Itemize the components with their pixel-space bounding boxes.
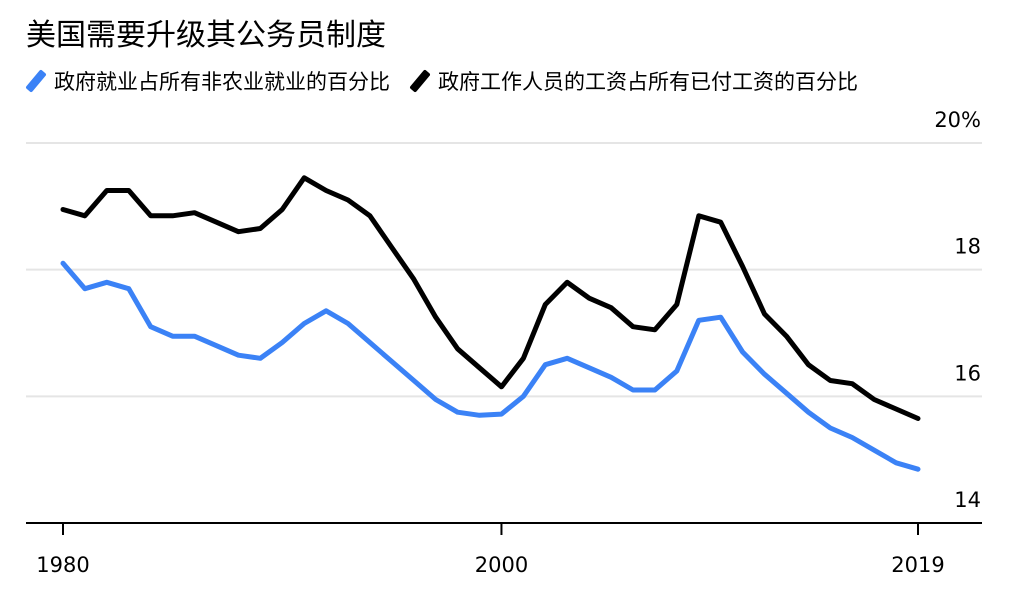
y-tick-label-18: 18: [954, 235, 981, 259]
x-tick-label-2000: 2000: [475, 553, 528, 577]
y-tick-label-14: 14: [954, 488, 981, 512]
y-tick-label-16: 16: [954, 361, 981, 385]
chart-title: 美国需要升级其公务员制度: [26, 18, 386, 53]
legend-label-government-payroll: 政府工作人员的工资占所有已付工资的百分比: [438, 70, 858, 94]
y-tick-label-20: 20%: [934, 108, 981, 132]
legend: 政府就业占所有非农业就业的百分比 政府工作人员的工资占所有已付工资的百分比: [25, 64, 878, 98]
series-line-government-payroll: [60, 175, 921, 421]
legend-item-government-employment: 政府就业占所有非农业就业的百分比: [25, 66, 390, 96]
series-line-government-employment: [60, 260, 921, 472]
x-tick-label-2019: 2019: [891, 553, 944, 577]
x-tick-label-1980: 1980: [36, 553, 89, 577]
legend-label-government-employment: 政府就业占所有非农业就业的百分比: [54, 70, 390, 94]
legend-item-government-payroll: 政府工作人员的工资占所有已付工资的百分比: [409, 66, 858, 96]
